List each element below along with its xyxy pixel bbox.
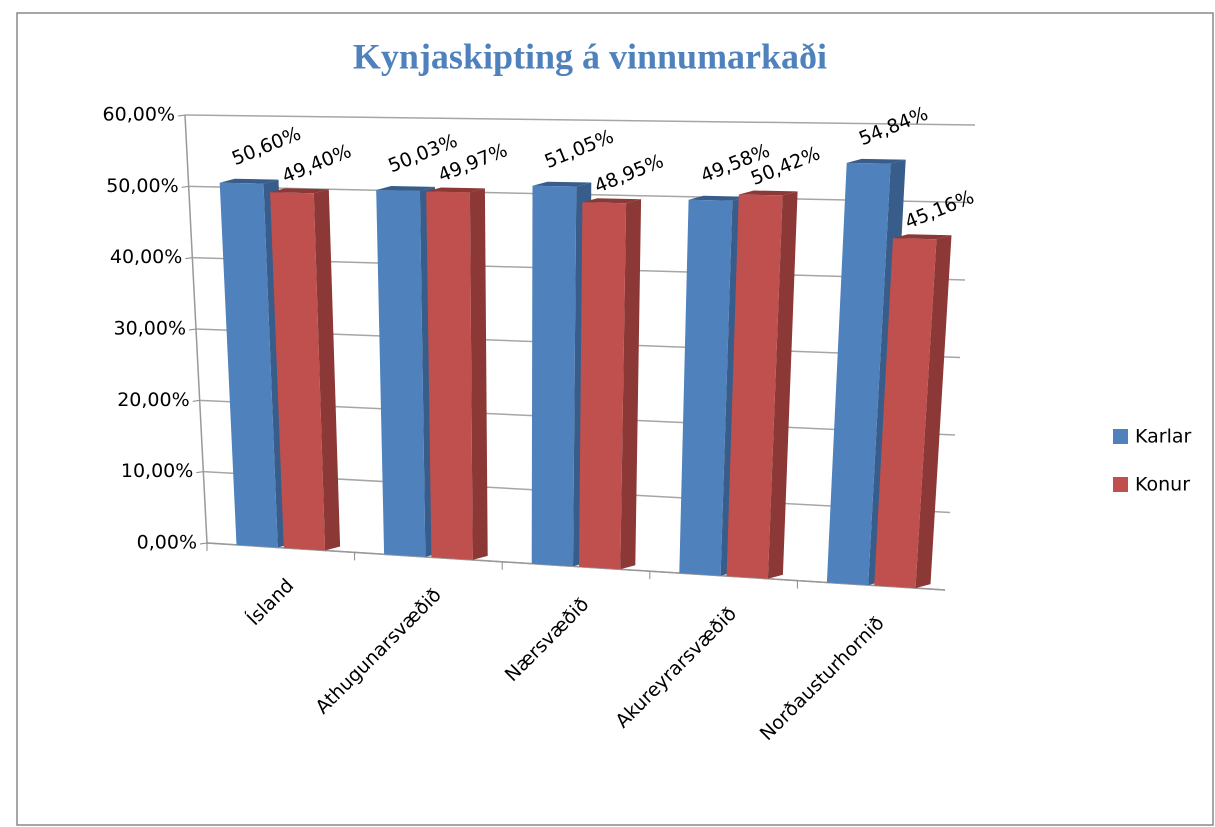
grid-line <box>184 114 976 126</box>
bar-side <box>915 235 952 589</box>
chart-title: Kynjaskipting á vinnumarkaði <box>353 36 827 76</box>
bar-front <box>874 238 937 589</box>
y-tick-label: 30,00% <box>114 318 186 340</box>
bar-front <box>426 191 473 560</box>
bar <box>270 188 341 551</box>
bar-top <box>219 178 279 184</box>
bar-front <box>726 194 783 579</box>
floor-edge <box>206 542 946 591</box>
bar-side <box>313 189 341 551</box>
y-tick-label: 50,00% <box>106 175 178 197</box>
bar-side <box>620 199 642 570</box>
legend-swatch <box>1113 429 1128 444</box>
bar-front <box>270 192 326 551</box>
bar-top <box>846 158 906 164</box>
y-tick <box>192 399 200 402</box>
bar-side <box>767 191 798 579</box>
bar-top <box>893 234 952 240</box>
y-tick <box>196 471 204 474</box>
bar <box>726 190 798 579</box>
y-tick-label: 10,00% <box>121 460 193 482</box>
y-tick-label: 40,00% <box>110 246 182 268</box>
y-tick <box>188 328 197 331</box>
bar-top <box>270 188 329 194</box>
y-tick <box>177 114 186 117</box>
bar-top <box>688 195 748 201</box>
legend-label: Karlar <box>1135 426 1192 448</box>
legend-swatch <box>1113 477 1128 492</box>
bar-front <box>579 202 627 570</box>
bar-top <box>532 181 592 187</box>
bar-front <box>826 162 891 586</box>
bar <box>874 234 952 589</box>
bar-side <box>469 188 488 560</box>
bar-front <box>219 182 278 548</box>
y-tick <box>199 542 208 545</box>
bar-front <box>531 185 577 567</box>
bar-top <box>738 190 798 196</box>
y-tick-label: 20,00% <box>117 389 189 411</box>
bar-top <box>426 187 485 193</box>
bar <box>426 187 488 560</box>
bar-front <box>679 199 733 576</box>
legend-label: Konur <box>1135 474 1190 496</box>
bar-top <box>376 186 435 191</box>
y-tick <box>185 257 193 260</box>
bar-top <box>582 198 642 204</box>
bar-front <box>376 190 426 557</box>
y-tick <box>181 185 189 188</box>
bar <box>579 198 642 570</box>
y-tick-label: 60,00% <box>103 104 175 126</box>
y-tick-label: 0,00% <box>137 532 197 554</box>
